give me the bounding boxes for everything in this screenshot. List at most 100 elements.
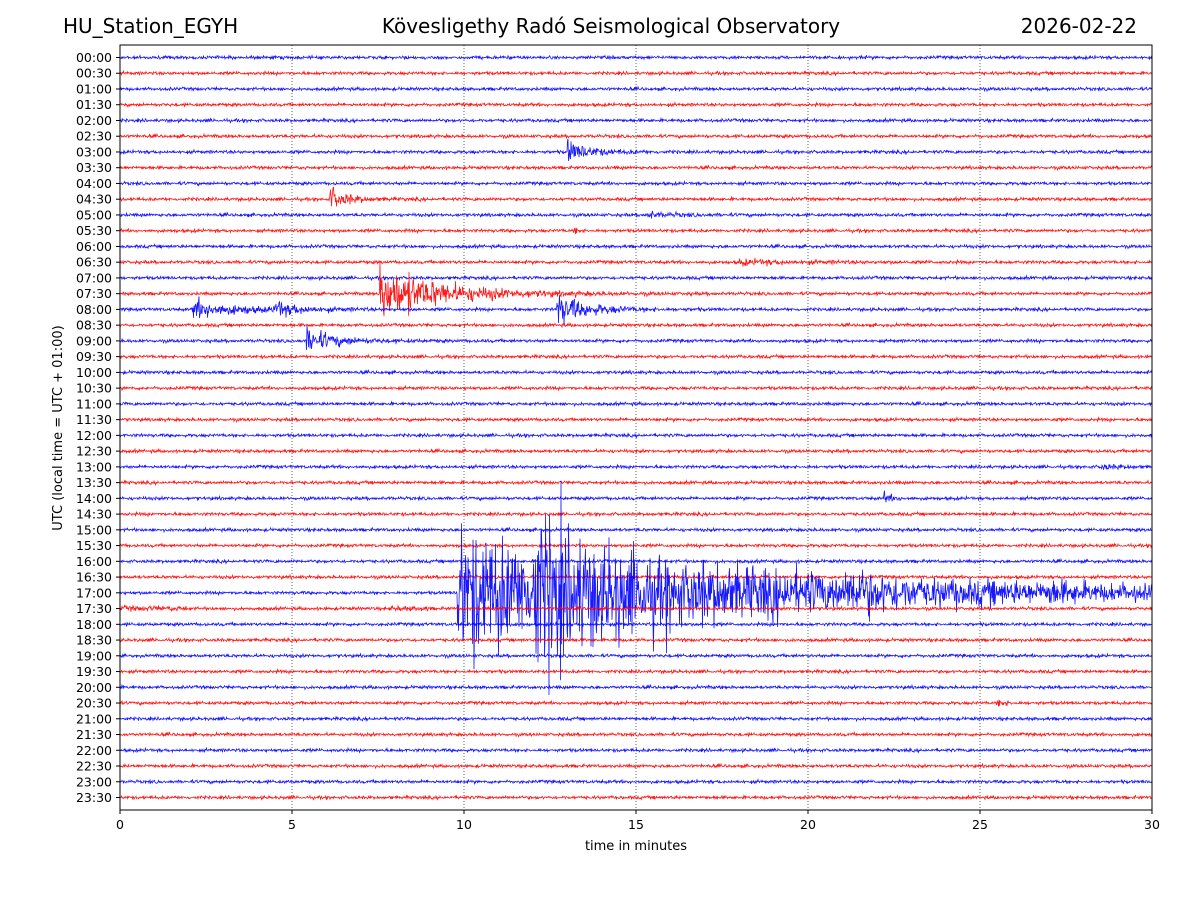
y-tick-label: 23:00 (76, 774, 112, 789)
y-tick: 08:30 (76, 318, 120, 333)
y-tick: 10:00 (76, 365, 120, 380)
y-tick-label: 08:30 (76, 318, 112, 333)
trace-row-1700 (119, 480, 1153, 696)
station-name: HU_Station_EGYH (63, 14, 239, 38)
trace-row-0800 (119, 295, 1153, 325)
trace-row-0730 (119, 260, 1153, 317)
y-tick: 07:30 (76, 286, 120, 301)
y-tick-label: 10:00 (76, 365, 112, 380)
trace-row-1430 (119, 510, 1153, 518)
y-tick: 13:00 (76, 459, 120, 474)
trace-row-2330 (119, 793, 1153, 801)
trace-row-1600 (119, 557, 1153, 565)
y-tick: 20:30 (76, 696, 120, 711)
x-tick: 10 (456, 810, 472, 832)
trace-row-0130 (119, 101, 1153, 109)
trace-row-2030 (119, 699, 1153, 707)
y-tick: 07:00 (76, 270, 120, 285)
y-tick-label: 01:00 (76, 81, 112, 96)
y-tick-label: 12:00 (76, 428, 112, 443)
x-tick-label: 25 (972, 817, 988, 832)
y-tick: 05:00 (76, 207, 120, 222)
y-tick: 09:00 (76, 333, 120, 348)
trace-row-2000 (119, 683, 1152, 691)
trace-row-0500 (119, 210, 1153, 219)
y-tick: 23:30 (76, 790, 120, 805)
y-tick: 04:30 (76, 192, 120, 207)
y-tick: 15:30 (76, 538, 120, 553)
trace-row-1830 (119, 636, 1153, 644)
y-tick-label: 03:30 (76, 160, 112, 175)
x-tick: 20 (800, 810, 816, 832)
y-tick-label: 08:00 (76, 302, 112, 317)
y-tick: 21:00 (76, 711, 120, 726)
y-tick: 01:30 (76, 97, 120, 112)
y-tick-label: 11:30 (76, 412, 112, 427)
y-tick-label: 04:30 (76, 192, 112, 207)
trace-row-1300 (119, 463, 1153, 471)
y-tick-label: 00:30 (76, 66, 112, 81)
y-tick-label: 23:30 (76, 790, 112, 805)
y-tick: 18:30 (76, 633, 120, 648)
trace-row-1100 (119, 400, 1153, 408)
trace-row-0230 (119, 132, 1153, 140)
trace-row-2130 (119, 730, 1153, 738)
y-tick-label: 15:00 (76, 522, 112, 537)
y-tick-label: 02:00 (76, 113, 112, 128)
trace-row-2200 (119, 746, 1152, 754)
trace-row-2230 (119, 762, 1153, 770)
trace-row-0530 (119, 227, 1153, 235)
x-tick-label: 20 (800, 817, 816, 832)
y-tick-label: 20:30 (76, 696, 112, 711)
y-tick-label: 06:30 (76, 255, 112, 270)
y-tick-label: 18:30 (76, 633, 112, 648)
x-tick-label: 15 (628, 817, 644, 832)
y-tick-label: 15:30 (76, 538, 112, 553)
trace-row-2300 (119, 778, 1153, 786)
y-tick-label: 16:30 (76, 570, 112, 585)
y-tick: 03:30 (76, 160, 120, 175)
y-tick: 03:00 (76, 144, 120, 159)
trace-row-0900 (119, 325, 1153, 351)
y-tick-label: 19:00 (76, 648, 112, 663)
y-tick: 21:30 (76, 727, 120, 742)
x-tick: 30 (1144, 810, 1160, 832)
y-tick: 14:30 (76, 507, 120, 522)
trace-row-1800 (119, 620, 1153, 628)
y-tick-label: 13:00 (76, 459, 112, 474)
y-tick: 16:00 (76, 554, 120, 569)
trace-row-0100 (119, 85, 1153, 93)
y-tick: 20:00 (76, 680, 120, 695)
y-tick: 13:30 (76, 475, 120, 490)
y-tick-label: 10:30 (76, 381, 112, 396)
trace-row-1900 (119, 652, 1153, 660)
y-tick: 17:30 (76, 601, 120, 616)
y-axis-label: UTC (local time = UTC + 01:00) (51, 325, 66, 530)
x-tick-label: 30 (1144, 817, 1160, 832)
trace-row-1200 (119, 431, 1153, 439)
trace-row-1500 (119, 526, 1153, 534)
y-tick-label: 07:00 (76, 270, 112, 285)
trace-row-0430 (119, 186, 1153, 207)
y-tick-label: 14:30 (76, 507, 112, 522)
y-tick: 00:00 (76, 50, 120, 65)
y-tick-label: 00:00 (76, 50, 112, 65)
y-tick-label: 07:30 (76, 286, 112, 301)
y-tick-label: 09:00 (76, 333, 112, 348)
y-tick: 18:00 (76, 617, 120, 632)
trace-row-1330 (119, 478, 1153, 486)
y-tick-label: 13:30 (76, 475, 112, 490)
y-tick-label: 03:00 (76, 144, 112, 159)
x-tick: 15 (628, 810, 644, 832)
trace-row-0930 (119, 353, 1153, 361)
y-tick-label: 18:00 (76, 617, 112, 632)
y-tick-label: 05:00 (76, 207, 112, 222)
x-tick-label: 10 (456, 817, 472, 832)
y-tick: 22:30 (76, 759, 120, 774)
x-tick: 0 (116, 810, 124, 832)
x-tick: 25 (972, 810, 988, 832)
y-tick-label: 20:00 (76, 680, 112, 695)
trace-row-0030 (119, 69, 1153, 77)
y-tick-label: 17:30 (76, 601, 112, 616)
trace-row-1730 (119, 604, 1153, 613)
